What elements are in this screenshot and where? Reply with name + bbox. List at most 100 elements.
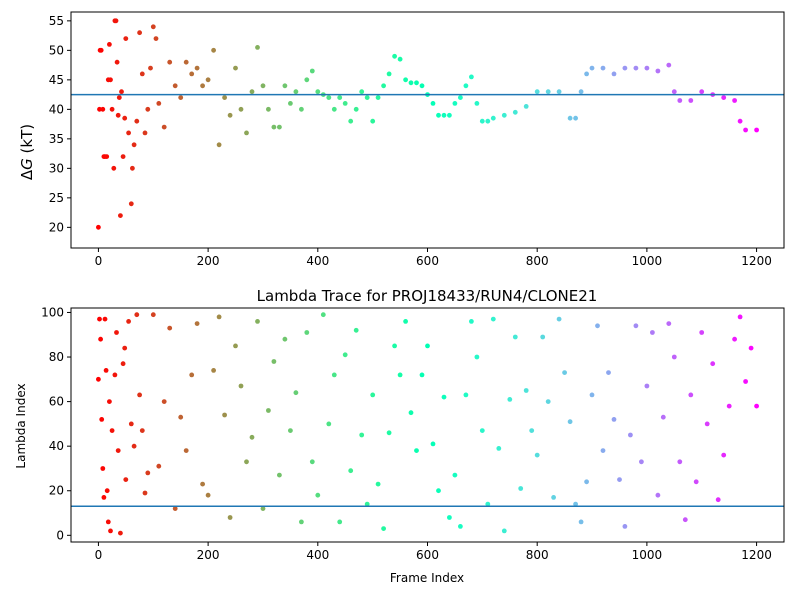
- data-point: [545, 399, 551, 404]
- data-point: [501, 528, 507, 534]
- data-point: [370, 392, 376, 398]
- data-point: [99, 417, 105, 422]
- data-point: [97, 316, 102, 322]
- data-point: [288, 101, 293, 106]
- data-point: [518, 486, 524, 491]
- data-point: [737, 314, 743, 320]
- y-tick-label: 60: [49, 395, 64, 409]
- x-tick-label: 800: [526, 254, 549, 268]
- data-point: [633, 323, 639, 329]
- data-point: [244, 459, 249, 465]
- data-point: [255, 319, 260, 324]
- data-point: [474, 354, 480, 360]
- data-point: [710, 361, 716, 367]
- data-point: [115, 112, 121, 118]
- data-point: [606, 370, 611, 375]
- data-point: [130, 165, 135, 171]
- x-tick-label: 1000: [632, 548, 663, 562]
- data-point: [282, 83, 288, 89]
- data-point: [326, 95, 332, 100]
- data-point: [183, 448, 189, 453]
- data-point: [573, 501, 578, 507]
- x-tick-label: 1200: [741, 254, 772, 268]
- data-point: [732, 336, 737, 342]
- data-point: [97, 106, 102, 112]
- data-point: [567, 419, 573, 425]
- data-point: [277, 124, 282, 130]
- data-point: [304, 77, 310, 83]
- data-point: [353, 106, 359, 112]
- data-point: [120, 361, 126, 367]
- data-point: [512, 109, 518, 115]
- data-point: [463, 83, 469, 89]
- data-point: [490, 316, 496, 322]
- data-point: [534, 452, 540, 458]
- data-point: [101, 495, 107, 500]
- data-point: [699, 89, 705, 95]
- x-tick-label: 400: [306, 548, 329, 562]
- data-point: [452, 472, 458, 478]
- data-point: [655, 68, 661, 74]
- data-point: [222, 95, 228, 100]
- data-point: [441, 112, 447, 118]
- y-tick-label: 20: [49, 220, 64, 234]
- data-point: [137, 30, 143, 36]
- data-point: [688, 98, 694, 103]
- data-point: [299, 519, 304, 525]
- data-point: [238, 106, 244, 112]
- data-point: [479, 118, 485, 124]
- data-point: [677, 459, 683, 465]
- data-point: [589, 65, 595, 71]
- data-point: [105, 519, 111, 525]
- data-point: [126, 130, 131, 136]
- data-point: [337, 95, 343, 100]
- data-point: [342, 101, 348, 106]
- data-point: [551, 495, 556, 500]
- data-point: [507, 397, 513, 402]
- data-point: [100, 106, 106, 112]
- data-point: [156, 101, 162, 106]
- data-point: [381, 83, 386, 89]
- data-point: [103, 368, 109, 373]
- data-point: [315, 89, 321, 95]
- data-point: [128, 201, 134, 207]
- data-point: [617, 477, 622, 482]
- data-point: [375, 95, 381, 100]
- data-point: [430, 441, 436, 447]
- data-point: [485, 118, 491, 124]
- data-point: [595, 323, 600, 329]
- data-point: [183, 59, 189, 65]
- data-point: [512, 334, 518, 340]
- x-tick-label: 800: [526, 548, 549, 562]
- data-point: [293, 390, 299, 396]
- data-point: [315, 492, 321, 498]
- data-point: [98, 47, 104, 53]
- data-point: [721, 95, 727, 100]
- data-point: [567, 115, 573, 121]
- data-point: [644, 383, 650, 389]
- data-point: [271, 359, 277, 364]
- lambda-trace-panel: Lambda Trace for PROJ18433/RUN4/CLONE21 …: [14, 287, 785, 585]
- data-point: [370, 118, 376, 124]
- data-point: [633, 65, 639, 71]
- data-point: [131, 142, 137, 148]
- data-point: [737, 118, 743, 124]
- data-point: [122, 345, 128, 351]
- data-point: [115, 448, 121, 453]
- data-point: [222, 412, 228, 418]
- data-point: [342, 352, 348, 358]
- data-point: [715, 497, 721, 503]
- data-point: [364, 501, 370, 507]
- data-point: [381, 526, 386, 531]
- data-point: [622, 524, 628, 529]
- lambda-x-axis-label: Frame Index: [390, 571, 464, 585]
- data-point: [660, 414, 666, 420]
- data-point: [578, 519, 584, 525]
- data-point: [227, 112, 233, 118]
- data-point: [458, 95, 463, 100]
- x-tick-label: 1200: [741, 548, 772, 562]
- x-tick-label: 200: [197, 254, 220, 268]
- data-point: [112, 372, 118, 378]
- data-point: [452, 101, 458, 106]
- data-point: [562, 370, 567, 375]
